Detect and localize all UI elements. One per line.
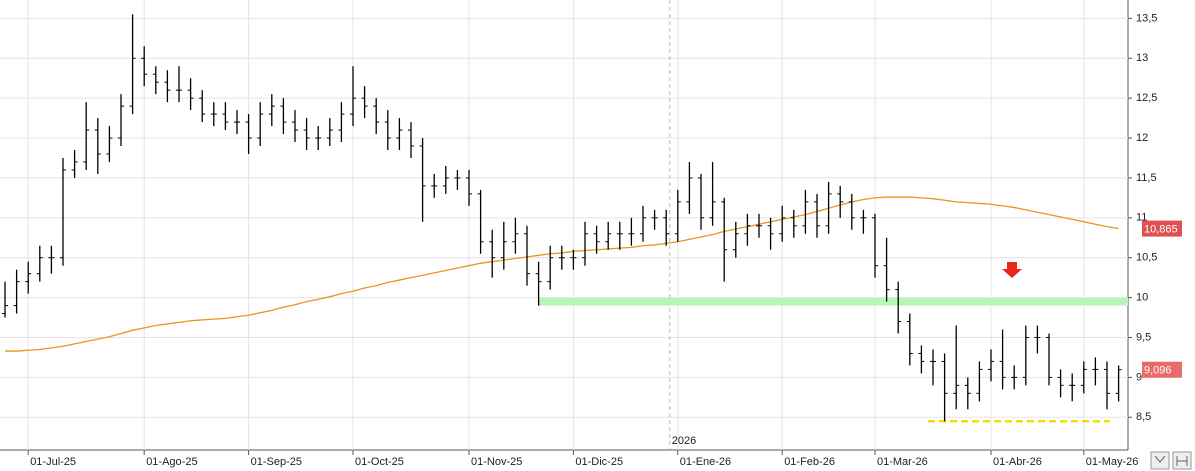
x-tick-label: 01-Mar-26 bbox=[877, 456, 928, 468]
x-tick-label: 01-Feb-26 bbox=[784, 456, 835, 468]
x-tick-label: 01-Sep-25 bbox=[251, 456, 302, 468]
y-tick-label: 12 bbox=[1136, 132, 1148, 144]
x-tick-label: 01-Dic-25 bbox=[575, 456, 623, 468]
value-tag-label: 10,865 bbox=[1144, 223, 1178, 235]
y-tick-label: 8,5 bbox=[1136, 411, 1151, 423]
support-band bbox=[538, 297, 1128, 306]
y-tick-label: 9 bbox=[1136, 371, 1142, 383]
y-tick-label: 11,5 bbox=[1136, 172, 1157, 184]
icon bbox=[1176, 456, 1188, 466]
x-tick-label: 01-Oct-25 bbox=[355, 456, 404, 468]
x-tick-label: 01-Nov-25 bbox=[471, 456, 522, 468]
value-tag-label: 9,096 bbox=[1144, 365, 1172, 377]
y-tick-label: 12,5 bbox=[1136, 92, 1157, 104]
y-tick-label: 13 bbox=[1136, 52, 1148, 64]
scroll-button[interactable] bbox=[1150, 451, 1170, 470]
value-tag bbox=[1142, 220, 1182, 237]
down-arrow bbox=[1002, 262, 1022, 278]
x-tick-label: 01-May-26 bbox=[1086, 456, 1139, 468]
x-tick-label: 01-Jul-25 bbox=[30, 456, 76, 468]
y-tick-label: 9,5 bbox=[1136, 331, 1151, 343]
y-tick-label: 13,5 bbox=[1136, 12, 1157, 24]
x-tick-label: 01-Ago-25 bbox=[146, 456, 197, 468]
icon bbox=[1154, 455, 1166, 463]
year-label: 2026 bbox=[672, 435, 696, 447]
x-tick-label: 01-Abr-26 bbox=[993, 456, 1042, 468]
x-tick-label: 01-Ene-26 bbox=[680, 456, 731, 468]
value-tag bbox=[1142, 361, 1182, 378]
y-tick-label: 10 bbox=[1136, 292, 1148, 304]
y-tick-label: 11 bbox=[1136, 212, 1147, 224]
y-tick-label: 10,5 bbox=[1136, 252, 1157, 264]
